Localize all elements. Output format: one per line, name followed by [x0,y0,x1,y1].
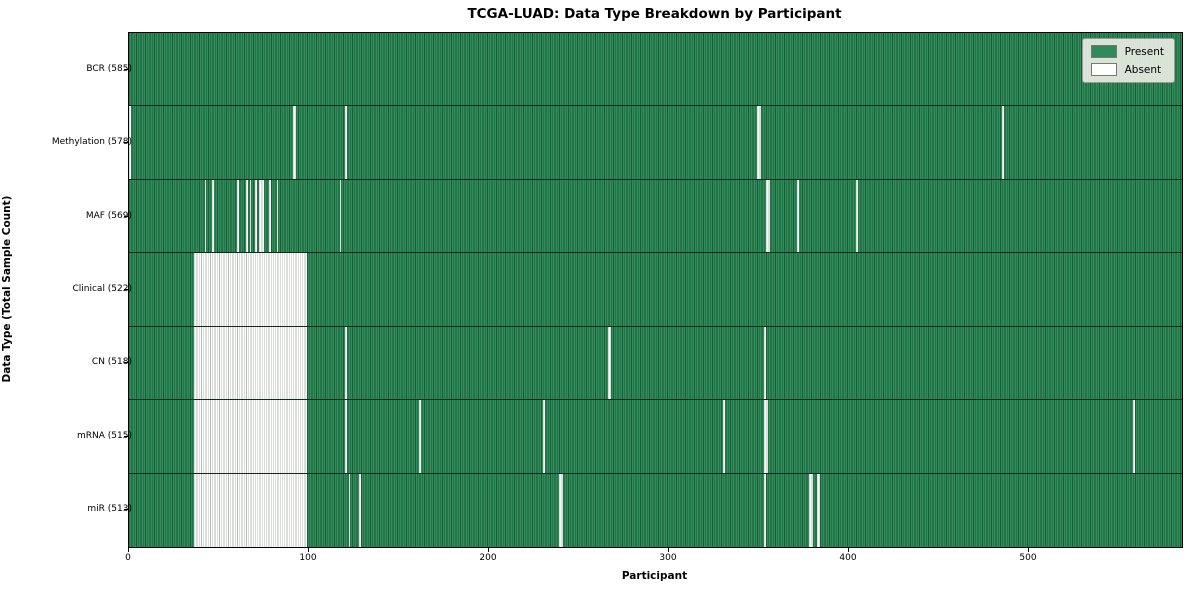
x-tick-mark [1028,548,1029,552]
absent-segment [237,179,239,253]
heatmap-row-clinical [129,253,1182,327]
y-tick-label-bcr: BCR (585) [86,63,132,74]
x-axis-label: Participant [621,570,688,582]
absent-segment [249,179,252,253]
absent-segment [193,473,308,547]
absent-segment [816,473,821,547]
y-tick-mark [124,215,128,217]
absent-segment [193,253,308,326]
absent-segment [757,106,761,179]
absent-segment [292,106,297,179]
heatmap-row-mir [129,473,1182,547]
plot-area: Present Absent [128,32,1183,548]
absent-segment [345,106,347,179]
absent-segment [1133,400,1136,473]
heatmap-row-cn [129,326,1182,401]
absent-segment [193,326,308,400]
legend: Present Absent [1081,38,1175,83]
x-tick-mark [308,548,309,552]
x-tick-mark [668,548,669,552]
absent-segment [359,473,362,547]
absent-segment [345,400,347,473]
x-tick-mark [128,548,129,552]
absent-segment [269,179,272,253]
absent-segment [723,400,725,473]
absent-segment [345,326,347,400]
heatmap-row-bcr [129,33,1182,107]
y-tick-label-clinical: Clinical (522) [72,284,132,294]
absent-segment [348,473,351,547]
y-tick-mark [124,68,128,70]
absent-segment [764,326,767,400]
heatmap-row-methylation [129,106,1182,180]
x-tick-label-400: 400 [839,553,857,563]
x-tick-label-0: 0 [125,553,131,563]
absent-segment [543,400,545,473]
legend-item-absent: Absent [1090,63,1164,76]
absent-segment [246,179,248,253]
legend-label-present: Present [1124,45,1164,58]
absent-segment [764,400,768,473]
absent-segment [255,179,257,253]
legend-swatch-absent-icon [1090,63,1117,76]
absent-segment [766,179,770,253]
x-tick-label-500: 500 [1019,553,1037,563]
x-tick-label-200: 200 [479,553,497,563]
y-tick-mark [124,362,128,364]
y-tick-mark [124,509,128,511]
x-tick-label-100: 100 [299,553,317,563]
absent-segment [796,179,799,253]
x-tick-mark [488,548,489,552]
absent-segment [607,326,612,400]
absent-segment [211,179,214,253]
absent-segment [204,179,207,253]
y-tick-mark [124,289,128,290]
legend-label-absent: Absent [1124,63,1162,76]
x-tick-label-300: 300 [659,553,677,563]
absent-segment [258,179,264,253]
absent-segment [339,179,342,253]
absent-segment [129,106,131,179]
absent-segment [276,179,279,253]
y-tick-label-mrna: mRNA (515) [77,430,132,441]
absent-segment [764,473,767,547]
y-tick-label-maf: MAF (569) [85,210,132,221]
x-tick-mark [848,548,849,552]
chart-title: TCGA-LUAD: Data Type Breakdown by Partic… [467,6,842,22]
y-tick-label-mir: miR (513) [87,504,132,515]
absent-segment [1002,106,1004,179]
y-tick-mark [124,435,128,437]
legend-item-present: Present [1090,45,1164,58]
y-tick-label-cn: CN (518) [91,357,132,368]
y-tick-label-methylation: Methylation (578) [51,137,132,148]
legend-swatch-present-icon [1090,45,1117,58]
absent-segment [193,400,308,473]
heatmap-row-maf [129,179,1182,254]
absent-segment [559,473,563,547]
heatmap-row-mrna [129,400,1182,474]
absent-segment [856,179,858,253]
absent-segment [809,473,813,547]
absent-segment [418,400,421,473]
y-tick-mark [124,142,128,144]
